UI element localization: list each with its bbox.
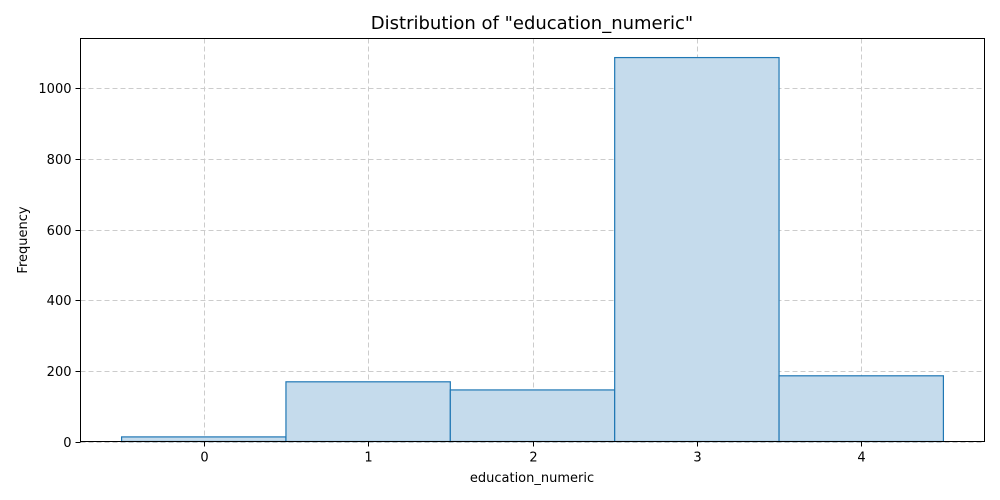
x-tick-label: 1 [364,451,372,466]
y-tick-label: 1000 [38,82,71,97]
x-tick-label: 4 [857,451,865,466]
y-tick-label: 400 [47,294,72,309]
histogram-bar-0 [120,436,287,443]
histogram-bar-1 [285,381,451,443]
y-axis-label: Frequency [16,206,31,273]
y-axis-ticks: 0 200 400 600 800 1000 [38,82,81,451]
histogram-bar-2 [449,389,616,443]
x-axis-ticks: 0 1 2 3 4 [200,441,866,466]
x-tick-label: 0 [200,451,208,466]
x-tick-label: 2 [529,451,537,466]
x-axis-label: education_numeric [470,471,594,486]
y-tick-label: 600 [47,224,72,239]
histogram-bar-3 [614,56,780,443]
y-tick-label: 200 [47,365,72,380]
plot-frame [80,38,985,442]
y-tick-label: 800 [47,153,72,168]
bars [120,56,945,443]
chart-title: Distribution of "education_numeric" [371,13,693,34]
histogram-bar-4 [778,375,945,443]
x-tick-label: 3 [693,451,701,466]
y-tick-label: 0 [63,436,71,451]
